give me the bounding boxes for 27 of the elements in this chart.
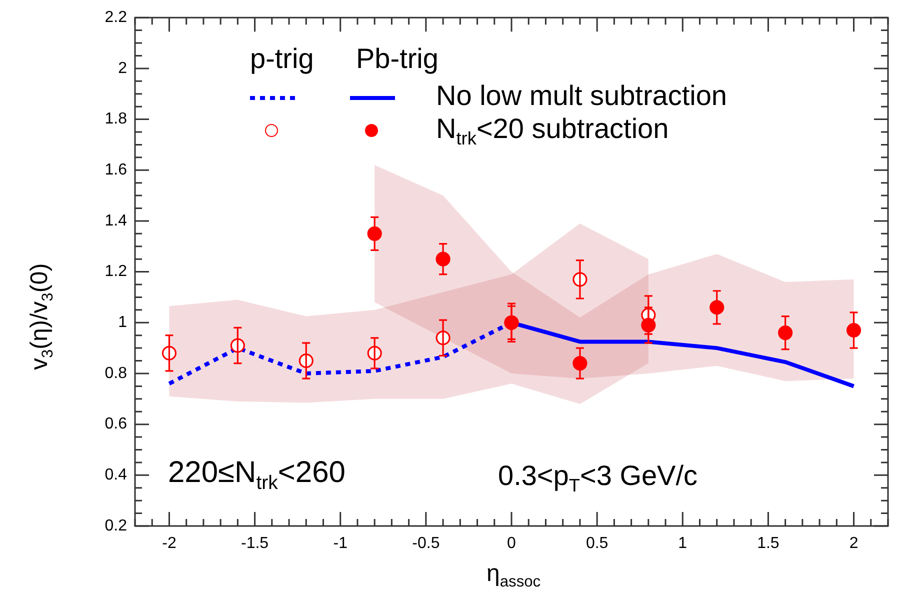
x-tick-label: 1.5 — [757, 535, 780, 552]
y-tick-label: 1.6 — [104, 162, 128, 179]
y-tick-label: 1 — [118, 314, 128, 332]
legend-label: N$_{trk}$<20 subtraction — [436, 113, 669, 148]
y-tick-label: 0.6 — [104, 416, 128, 433]
y-tick-label: 0.8 — [104, 364, 128, 382]
y-tick-label: 1.4 — [104, 212, 128, 230]
annotation: 220≤N$_{trk}$<260 — [168, 456, 346, 494]
x-tick-label: 2 — [849, 535, 858, 552]
x-axis-title: η$_{assoc}$ — [486, 560, 541, 590]
y-tick-label: 0.4 — [104, 466, 128, 484]
annotation: 0.3<p$_{T}$<3 GeV/c — [498, 460, 698, 496]
annotation: p-trig — [250, 43, 314, 74]
x-tick-label: -1 — [333, 535, 348, 552]
x-tick-label: 0.5 — [586, 535, 608, 552]
x-tick-label: -0.5 — [412, 535, 440, 552]
y-tick-label: 2 — [118, 60, 128, 77]
y-tick-label: 2.2 — [104, 9, 128, 26]
y-tick-label: 1.2 — [104, 263, 128, 280]
y-tick-label: 0.2 — [104, 517, 128, 534]
x-tick-label: -2 — [162, 535, 176, 552]
x-tick-label: 0 — [507, 535, 516, 552]
x-tick-label: 1 — [678, 535, 688, 552]
y-tick-label: 1.8 — [104, 110, 128, 128]
annotation: Pb-trig — [356, 43, 438, 74]
legend-label: No low mult subtraction — [436, 80, 728, 111]
x-tick-label: -1.5 — [241, 535, 269, 552]
